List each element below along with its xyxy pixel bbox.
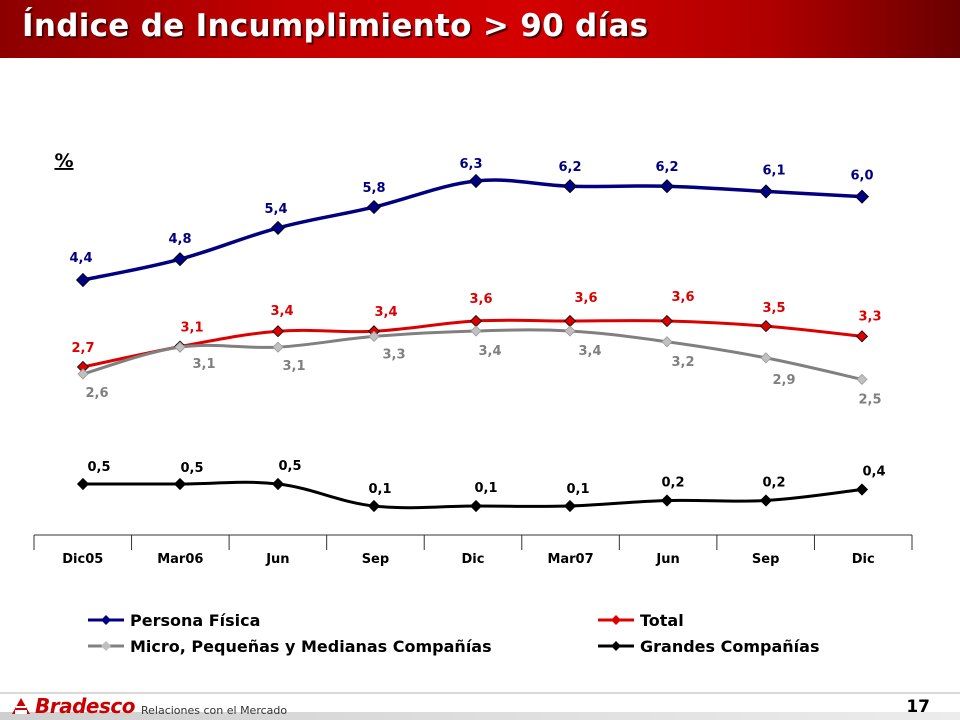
y-axis-label: % bbox=[54, 150, 73, 172]
data-label-micro-pequenas-medianas: 3,4 bbox=[578, 344, 601, 359]
legend-label-micro-pequenas-medianas: Micro, Pequeñas y Medianas Compañías bbox=[130, 637, 492, 656]
data-label-micro-pequenas-medianas: 2,5 bbox=[858, 392, 881, 407]
data-label-grandes-companias: 0,2 bbox=[661, 476, 684, 491]
data-point-grandes-companias bbox=[271, 477, 285, 491]
data-label-grandes-companias: 0,2 bbox=[762, 476, 785, 491]
data-point-total bbox=[855, 330, 869, 343]
data-label-grandes-companias: 0,5 bbox=[180, 461, 203, 476]
data-point-grandes-companias bbox=[759, 494, 773, 507]
data-label-grandes-companias: 0,1 bbox=[566, 482, 589, 497]
data-point-persona-fisica bbox=[270, 220, 286, 235]
data-label-micro-pequenas-medianas: 2,9 bbox=[772, 373, 795, 388]
legend-marker-persona-fisica bbox=[101, 615, 111, 625]
data-point-persona-fisica bbox=[468, 173, 484, 189]
data-label-total: 3,6 bbox=[671, 290, 694, 305]
data-label-micro-pequenas-medianas: 3,1 bbox=[282, 359, 305, 374]
data-label-total: 3,5 bbox=[762, 301, 785, 316]
series-line-persona-fisica bbox=[82, 178, 863, 282]
data-label-persona-fisica: 5,8 bbox=[362, 181, 385, 196]
data-point-micro-pequenas-medianas bbox=[564, 325, 576, 337]
data-label-persona-fisica: 6,0 bbox=[850, 169, 873, 184]
data-label-micro-pequenas-medianas: 3,2 bbox=[671, 355, 694, 370]
data-label-micro-pequenas-medianas: 3,4 bbox=[478, 344, 501, 359]
data-label-micro-pequenas-medianas: 2,6 bbox=[85, 386, 108, 401]
data-label-persona-fisica: 4,4 bbox=[69, 251, 92, 266]
data-point-persona-fisica bbox=[854, 189, 870, 204]
data-label-grandes-companias: 0,4 bbox=[862, 465, 885, 480]
data-point-grandes-companias bbox=[469, 499, 483, 513]
page-number: 17 bbox=[906, 697, 930, 717]
data-point-persona-fisica bbox=[366, 199, 382, 215]
data-label-persona-fisica: 6,3 bbox=[459, 157, 482, 172]
data-point-total bbox=[271, 325, 285, 338]
data-point-persona-fisica bbox=[562, 179, 578, 194]
data-point-persona-fisica bbox=[172, 252, 188, 267]
data-label-total: 3,4 bbox=[374, 305, 397, 320]
bradesco-tree-icon bbox=[10, 696, 32, 716]
legend-label-total: Total bbox=[640, 611, 684, 630]
data-label-grandes-companias: 0,1 bbox=[368, 482, 391, 497]
x-tick-label: Dic bbox=[852, 552, 875, 567]
data-label-persona-fisica: 4,8 bbox=[168, 232, 191, 247]
data-point-grandes-companias bbox=[173, 477, 187, 491]
footer-subtitle: Relaciones con el Mercado bbox=[140, 703, 288, 717]
data-point-micro-pequenas-medianas bbox=[470, 325, 482, 337]
page-title: Índice de Incumplimiento > 90 días bbox=[22, 8, 649, 44]
data-point-grandes-companias bbox=[367, 499, 381, 513]
data-point-micro-pequenas-medianas bbox=[77, 368, 89, 380]
legend-marker-total bbox=[611, 615, 621, 625]
data-label-grandes-companias: 0,5 bbox=[87, 460, 110, 475]
data-point-grandes-companias bbox=[660, 494, 674, 507]
data-label-total: 3,1 bbox=[180, 321, 203, 336]
x-tick-label: Dic05 bbox=[62, 552, 103, 567]
data-label-grandes-companias: 0,1 bbox=[474, 481, 497, 496]
x-tick-label: Mar07 bbox=[547, 552, 593, 567]
data-point-micro-pequenas-medianas bbox=[368, 330, 380, 342]
data-label-persona-fisica: 5,4 bbox=[264, 202, 287, 217]
legend-label-grandes-companias: Grandes Compañías bbox=[640, 637, 819, 656]
legend-marker-grandes-companias bbox=[611, 641, 621, 651]
data-point-micro-pequenas-medianas bbox=[760, 352, 772, 364]
legend-label-persona-fisica: Persona Física bbox=[130, 611, 260, 630]
footer-band bbox=[0, 712, 960, 720]
data-label-persona-fisica: 6,2 bbox=[558, 160, 581, 175]
data-point-grandes-companias bbox=[76, 477, 90, 491]
data-point-total bbox=[759, 320, 773, 333]
data-label-total: 3,6 bbox=[469, 292, 492, 307]
x-tick-label: Mar06 bbox=[157, 552, 203, 567]
data-label-micro-pequenas-medianas: 3,3 bbox=[382, 347, 405, 362]
data-point-micro-pequenas-medianas bbox=[661, 336, 673, 348]
data-point-micro-pequenas-medianas bbox=[174, 341, 186, 353]
legend-marker-micro-pequenas-medianas bbox=[101, 641, 111, 651]
data-point-persona-fisica bbox=[659, 179, 675, 194]
data-point-grandes-companias bbox=[563, 499, 577, 513]
data-label-total: 3,3 bbox=[858, 309, 881, 324]
bradesco-logo: Bradesco Relaciones con el Mercado bbox=[10, 694, 287, 718]
x-tick-label: Sep bbox=[752, 552, 780, 567]
data-label-total: 3,4 bbox=[270, 304, 293, 319]
data-point-micro-pequenas-medianas bbox=[856, 373, 868, 385]
data-point-persona-fisica bbox=[75, 272, 91, 288]
x-tick-label: Dic bbox=[462, 552, 485, 567]
data-label-total: 2,7 bbox=[71, 341, 94, 356]
data-label-micro-pequenas-medianas: 3,1 bbox=[192, 357, 215, 372]
data-point-total bbox=[563, 314, 577, 328]
data-point-grandes-companias bbox=[855, 483, 869, 496]
data-point-total bbox=[660, 314, 674, 328]
x-tick-label: Jun bbox=[655, 552, 679, 567]
x-tick-label: Sep bbox=[362, 552, 390, 567]
title-bar: Índice de Incumplimiento > 90 días bbox=[0, 0, 960, 58]
data-label-persona-fisica: 6,1 bbox=[762, 163, 785, 178]
x-tick-label: Jun bbox=[265, 552, 289, 567]
data-point-micro-pequenas-medianas bbox=[272, 341, 284, 353]
data-label-total: 3,6 bbox=[574, 291, 597, 306]
data-point-persona-fisica bbox=[758, 184, 774, 199]
data-label-grandes-companias: 0,5 bbox=[278, 459, 301, 474]
brand-name: Bradesco bbox=[35, 694, 135, 718]
footer-divider bbox=[0, 692, 960, 694]
data-label-persona-fisica: 6,2 bbox=[655, 160, 678, 175]
data-point-total bbox=[469, 314, 483, 328]
